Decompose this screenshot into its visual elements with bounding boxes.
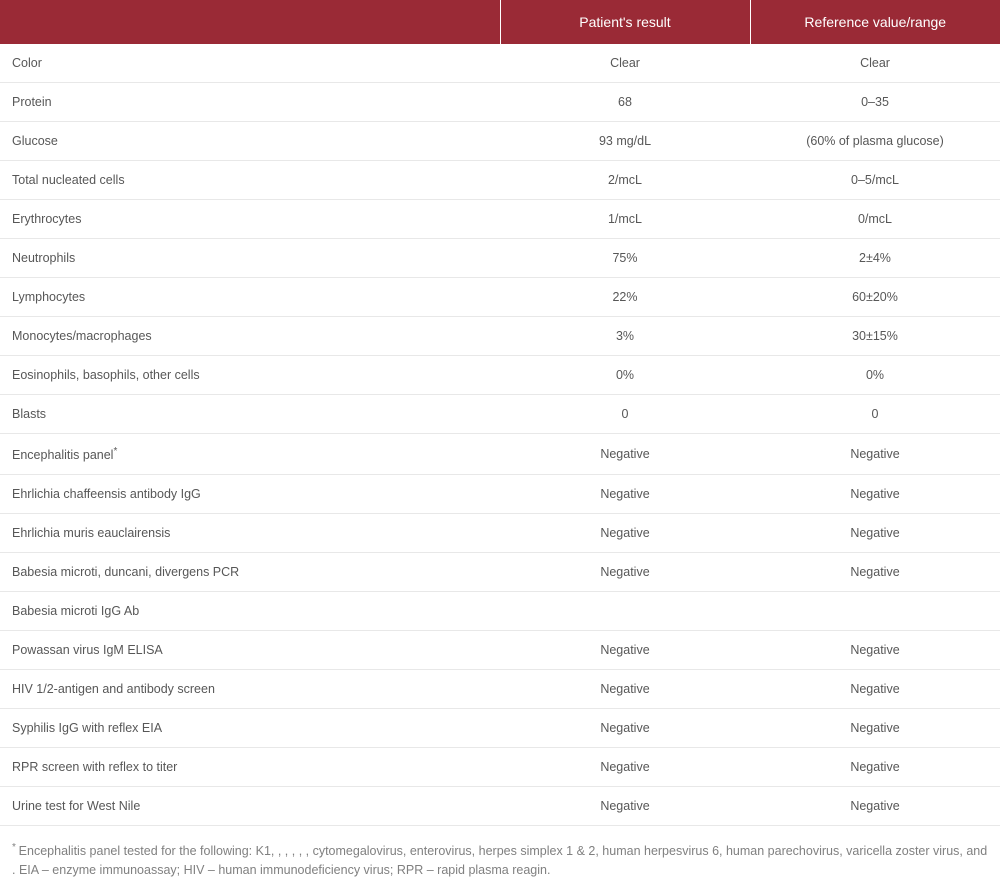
row-reference-value [750, 592, 1000, 631]
row-label: HIV 1/2-antigen and antibody screen [0, 670, 500, 709]
row-patient-result: 3% [500, 317, 750, 356]
row-reference-value: 0 [750, 395, 1000, 434]
row-label: Ehrlichia chaffeensis antibody IgG [0, 475, 500, 514]
table-row: Babesia microti, duncani, divergens PCRN… [0, 553, 1000, 592]
row-label: Urine test for West Nile [0, 787, 500, 826]
row-label: Blasts [0, 395, 500, 434]
row-patient-result: 93 mg/dL [500, 122, 750, 161]
row-patient-result: 22% [500, 278, 750, 317]
table-row: Total nucleated cells2/mcL0–5/mcL [0, 161, 1000, 200]
row-patient-result: Negative [500, 631, 750, 670]
row-patient-result: Negative [500, 748, 750, 787]
row-reference-value: 2±4% [750, 239, 1000, 278]
row-label: Total nucleated cells [0, 161, 500, 200]
row-patient-result: Clear [500, 44, 750, 83]
row-reference-value: Negative [750, 434, 1000, 475]
row-patient-result: 75% [500, 239, 750, 278]
table-row: Syphilis IgG with reflex EIANegativeNega… [0, 709, 1000, 748]
row-reference-value: (60% of plasma glucose) [750, 122, 1000, 161]
table-row: Babesia microti IgG Ab [0, 592, 1000, 631]
row-patient-result: Negative [500, 514, 750, 553]
table-row: Protein680–35 [0, 83, 1000, 122]
row-reference-value: Negative [750, 709, 1000, 748]
row-label: Babesia microti IgG Ab [0, 592, 500, 631]
footnote-marker: * [12, 842, 19, 853]
table-row: Powassan virus IgM ELISANegativeNegative [0, 631, 1000, 670]
row-patient-result: Negative [500, 787, 750, 826]
row-patient-result: Negative [500, 475, 750, 514]
row-reference-value: Negative [750, 631, 1000, 670]
table-body: ColorClearClearProtein680–35Glucose93 mg… [0, 44, 1000, 896]
table-row: HIV 1/2-antigen and antibody screenNegat… [0, 670, 1000, 709]
row-label: Neutrophils [0, 239, 500, 278]
row-patient-result: Negative [500, 670, 750, 709]
footnote-marker: * [113, 446, 117, 457]
table-row: ColorClearClear [0, 44, 1000, 83]
row-label: Monocytes/macrophages [0, 317, 500, 356]
table-row: Neutrophils75%2±4% [0, 239, 1000, 278]
header-col-blank [0, 0, 500, 44]
row-reference-value: 0% [750, 356, 1000, 395]
table-row: Encephalitis panel*NegativeNegative [0, 434, 1000, 475]
row-reference-value: Negative [750, 475, 1000, 514]
row-reference-value: Negative [750, 787, 1000, 826]
table-row: Blasts00 [0, 395, 1000, 434]
header-col-patient: Patient's result [500, 0, 750, 44]
row-reference-value: Clear [750, 44, 1000, 83]
row-label: Glucose [0, 122, 500, 161]
header-col-reference: Reference value/range [750, 0, 1000, 44]
lab-results-table: Patient's result Reference value/range C… [0, 0, 1000, 896]
row-patient-result [500, 592, 750, 631]
row-reference-value: Negative [750, 514, 1000, 553]
row-patient-result: 1/mcL [500, 200, 750, 239]
table-row: Monocytes/macrophages3%30±15% [0, 317, 1000, 356]
table-row: Urine test for West NileNegativeNegative [0, 787, 1000, 826]
row-patient-result: 2/mcL [500, 161, 750, 200]
row-reference-value: Negative [750, 553, 1000, 592]
row-label: Ehrlichia muris eauclairensis [0, 514, 500, 553]
row-reference-value: 0–5/mcL [750, 161, 1000, 200]
row-patient-result: Negative [500, 709, 750, 748]
row-label: RPR screen with reflex to titer [0, 748, 500, 787]
row-label: Powassan virus IgM ELISA [0, 631, 500, 670]
row-patient-result: Negative [500, 434, 750, 475]
row-patient-result: 0% [500, 356, 750, 395]
row-label: Syphilis IgG with reflex EIA [0, 709, 500, 748]
table-row: Lymphocytes22%60±20% [0, 278, 1000, 317]
row-label: Babesia microti, duncani, divergens PCR [0, 553, 500, 592]
table-row: Eosinophils, basophils, other cells0%0% [0, 356, 1000, 395]
table-row: RPR screen with reflex to titerNegativeN… [0, 748, 1000, 787]
row-reference-value: 0/mcL [750, 200, 1000, 239]
row-reference-value: Negative [750, 748, 1000, 787]
row-label: Color [0, 44, 500, 83]
table-header: Patient's result Reference value/range [0, 0, 1000, 44]
row-patient-result: Negative [500, 553, 750, 592]
row-patient-result: 0 [500, 395, 750, 434]
row-label: Lymphocytes [0, 278, 500, 317]
footnote-row: * Encephalitis panel tested for the foll… [0, 826, 1000, 896]
row-label: Eosinophils, basophils, other cells [0, 356, 500, 395]
lab-results-table-container: Patient's result Reference value/range C… [0, 0, 1000, 896]
row-label: Erythrocytes [0, 200, 500, 239]
row-reference-value: 60±20% [750, 278, 1000, 317]
table-row: Ehrlichia muris eauclairensisNegativeNeg… [0, 514, 1000, 553]
row-label: Protein [0, 83, 500, 122]
table-row: Ehrlichia chaffeensis antibody IgGNegati… [0, 475, 1000, 514]
footnote-text: * Encephalitis panel tested for the foll… [0, 826, 1000, 896]
table-row: Erythrocytes1/mcL0/mcL [0, 200, 1000, 239]
row-reference-value: Negative [750, 670, 1000, 709]
row-label: Encephalitis panel* [0, 434, 500, 475]
row-reference-value: 0–35 [750, 83, 1000, 122]
row-patient-result: 68 [500, 83, 750, 122]
row-reference-value: 30±15% [750, 317, 1000, 356]
table-row: Glucose93 mg/dL(60% of plasma glucose) [0, 122, 1000, 161]
